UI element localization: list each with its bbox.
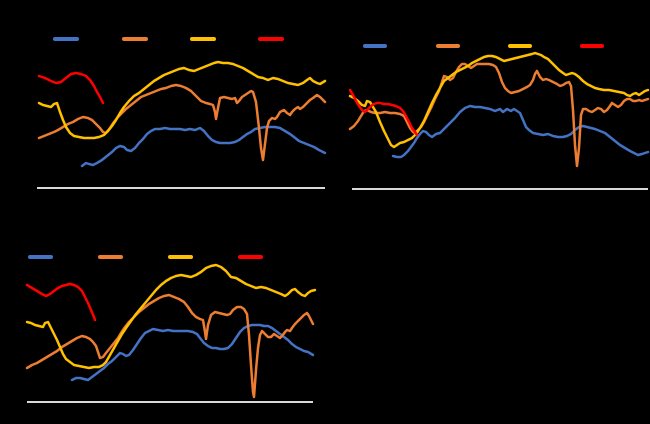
series-line-blue xyxy=(70,323,315,382)
legend-marker-red xyxy=(258,37,284,41)
series-line-yellow xyxy=(37,60,327,140)
series-line-yellow xyxy=(25,263,317,370)
legend-marker-orange xyxy=(122,37,148,41)
legend-marker-yellow xyxy=(168,255,193,259)
legend-marker-blue xyxy=(363,44,387,48)
legend-marker-blue xyxy=(53,37,79,41)
series-line-red xyxy=(348,88,419,137)
series-line-yellow xyxy=(348,51,650,149)
legend-marker-red xyxy=(580,44,604,48)
series-line-orange xyxy=(37,83,327,162)
series-line-red xyxy=(37,71,105,105)
legend-marker-blue xyxy=(28,255,53,259)
series-line-blue xyxy=(80,125,327,168)
series-line-red xyxy=(25,282,97,322)
series-line-orange xyxy=(25,293,315,399)
legend-marker-yellow xyxy=(190,37,216,41)
legend-marker-orange xyxy=(98,255,123,259)
legend-marker-red xyxy=(238,255,263,259)
series-line-orange xyxy=(348,62,650,168)
legend-marker-yellow xyxy=(508,44,532,48)
legend-marker-orange xyxy=(436,44,460,48)
series-line-blue xyxy=(391,104,650,159)
